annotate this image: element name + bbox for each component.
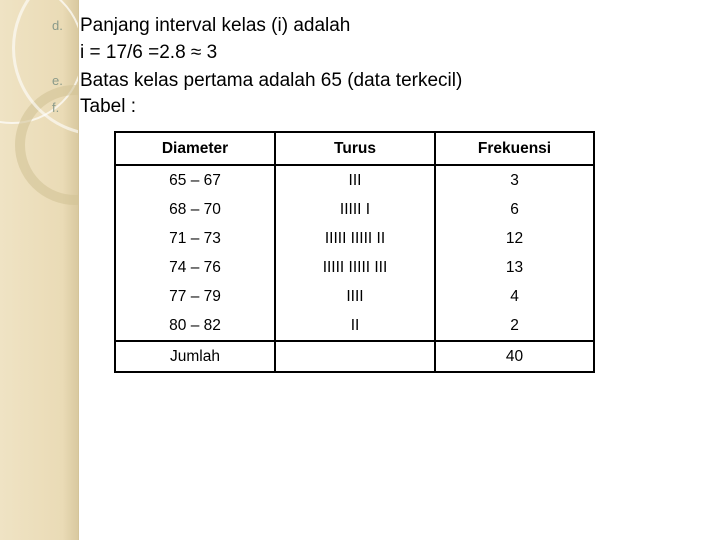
diameter-cell: 74 – 76: [115, 253, 276, 282]
turus-cell: IIIII I: [275, 195, 436, 224]
frekuensi-cell: 2: [510, 316, 519, 334]
frekuensi-cell: 6: [510, 200, 519, 218]
header-turus: Turus: [275, 132, 436, 166]
frequency-table: Diameter Turus Frekuensi 65 – 67 III 3 68 –…: [114, 131, 595, 373]
total-frekuensi: 40: [435, 340, 594, 372]
table-header-row: Diameter Turus Frekuensi: [115, 132, 594, 166]
table-row: 68 – 70 IIIII I 6: [115, 195, 594, 224]
table-row: 71 – 73 IIIII IIIII II 12: [115, 224, 594, 253]
header-diameter: Diameter: [115, 132, 276, 166]
turus-cell: III: [275, 165, 436, 195]
total-row: Jumlah 40: [115, 340, 594, 372]
bullet-f: f.: [52, 100, 60, 115]
total-turus: [275, 340, 436, 372]
first-class-limit-text: Batas kelas pertama adalah 65 (data terk…: [80, 70, 463, 91]
interval-text: Panjang interval kelas (i) adalah: [80, 15, 351, 36]
total-label: Jumlah: [115, 340, 276, 372]
table-row: 65 – 67 III 3: [115, 165, 594, 195]
table-row: 80 – 82 II 2: [115, 311, 594, 341]
diameter-cell: 80 – 82: [115, 311, 276, 341]
diameter-cell: 77 – 79: [115, 282, 276, 311]
bullet-d: d.: [52, 18, 63, 33]
frekuensi-cell: 13: [505, 258, 524, 276]
frekuensi-cell: 4: [510, 287, 519, 305]
interval-formula: i = 17/6 =2.8 ≈ 3: [80, 42, 218, 63]
frekuensi-cell: 3: [510, 171, 519, 189]
diameter-cell: 68 – 70: [115, 195, 276, 224]
decorative-sidebar: [0, 0, 79, 540]
turus-cell: II: [275, 311, 436, 341]
table-row: 74 – 76 IIIII IIIII III 13: [115, 253, 594, 282]
diameter-cell: 71 – 73: [115, 224, 276, 253]
diameter-cell: 65 – 67: [115, 165, 276, 195]
table-label: Tabel :: [80, 96, 136, 117]
table-row: 77 – 79 IIII 4: [115, 282, 594, 311]
header-frekuensi: Frekuensi: [435, 132, 594, 166]
turus-cell: IIIII IIIII II: [275, 224, 436, 253]
frekuensi-cell: 12: [505, 229, 524, 247]
turus-cell: IIIII IIIII III: [275, 253, 436, 282]
turus-cell: IIII: [275, 282, 436, 311]
bullet-e: e.: [52, 73, 63, 88]
